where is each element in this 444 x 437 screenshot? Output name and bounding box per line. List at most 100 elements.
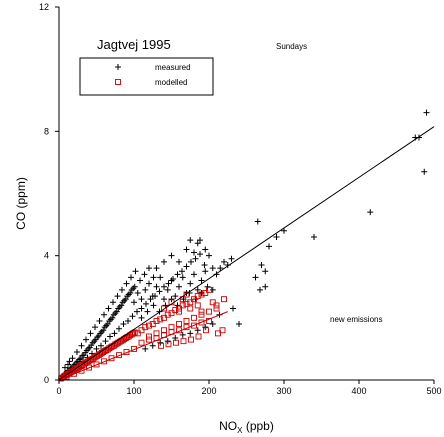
measured-point <box>96 317 103 324</box>
measured-point <box>209 321 216 328</box>
measured-point <box>176 258 182 265</box>
measured-point <box>149 342 156 349</box>
measured-point <box>134 308 140 315</box>
measured-point <box>273 234 280 241</box>
measured-point <box>192 255 199 262</box>
x-tick-label: 0 <box>56 386 61 396</box>
measured-point <box>179 331 186 338</box>
measured-point <box>153 265 160 272</box>
measured-point <box>311 234 317 241</box>
measured-point <box>114 293 121 300</box>
modelled-point <box>206 286 212 293</box>
measured-point <box>142 345 149 352</box>
modelled-point <box>165 341 172 348</box>
y-tick-label: 4 <box>44 251 49 261</box>
measured-point <box>164 286 171 293</box>
modelled-point <box>173 339 179 346</box>
x-axis-label-subscript: X <box>237 426 243 435</box>
measured-point <box>187 330 194 337</box>
measured-point <box>165 280 172 287</box>
modelled-point <box>209 299 216 306</box>
modelled-point <box>146 322 152 329</box>
measured-point <box>144 308 151 315</box>
modelled-point <box>215 330 221 337</box>
measured-point <box>150 274 157 281</box>
measured-point <box>120 321 127 328</box>
measured-point <box>149 293 156 300</box>
x-tick-label: 300 <box>276 386 291 396</box>
chart-subtitle: Sundays <box>276 42 307 51</box>
chart-annotation: new emissions <box>330 315 382 324</box>
measured-point <box>100 327 107 334</box>
measured-point <box>257 286 263 293</box>
y-axis-label: CO (ppm) <box>14 177 28 230</box>
legend-label-modelled: modelled <box>155 78 187 87</box>
modelled-point <box>179 302 186 309</box>
measured-point <box>98 342 104 349</box>
measured-point <box>78 342 85 349</box>
measured-point <box>141 271 148 278</box>
measured-point <box>188 258 194 265</box>
measured-point <box>83 336 89 343</box>
measured-point <box>161 296 167 303</box>
modelled-point <box>183 300 190 307</box>
measured-point <box>179 274 186 281</box>
modelled-point <box>168 310 175 317</box>
measured-point <box>258 261 265 268</box>
measured-point <box>105 305 112 312</box>
measured-point <box>146 265 152 272</box>
modelled-point <box>188 336 194 343</box>
measured-point <box>168 296 175 303</box>
modelled-point <box>213 302 220 309</box>
measured-point <box>147 296 154 303</box>
modelled-point <box>187 305 194 312</box>
modelled-point <box>206 308 212 315</box>
modelled-point <box>203 327 209 334</box>
x-tick-label: 400 <box>351 386 366 396</box>
measured-point <box>161 283 167 290</box>
x-axis-ticks: 0 100 200 300 400 500 <box>56 380 442 396</box>
modelled-point <box>191 314 197 321</box>
measured-point <box>138 305 145 312</box>
measured-point <box>416 134 422 141</box>
x-tick-label: 500 <box>426 386 441 396</box>
measured-point <box>217 265 224 272</box>
modelled-point <box>153 317 160 324</box>
measured-point <box>146 280 152 287</box>
legend-label-measured: measured <box>155 63 191 72</box>
measured-point <box>168 277 175 284</box>
measured-point <box>131 299 137 306</box>
measured-point <box>236 321 242 328</box>
measured-point <box>191 271 197 278</box>
measured-point <box>221 258 227 265</box>
measured-point <box>176 283 182 290</box>
measured-point <box>157 274 164 281</box>
fit-line-0 <box>58 126 435 381</box>
measured-point <box>194 327 201 334</box>
x-tick-label: 200 <box>201 386 216 396</box>
measured-point <box>254 218 261 225</box>
measured-point <box>187 237 194 244</box>
modelled-point <box>86 364 92 371</box>
chart-title: Jagtvej 1995 <box>97 37 171 52</box>
measured-point <box>101 311 107 318</box>
modelled-point <box>164 311 171 318</box>
measured-point <box>162 302 169 309</box>
legend-box <box>79 57 214 96</box>
measured-point <box>164 338 171 345</box>
modelled-point <box>194 302 201 309</box>
measured-point <box>156 288 163 295</box>
measured-point <box>110 299 116 306</box>
y-axis-ticks: 0 4 8 12 <box>39 2 59 385</box>
y-tick-label: 0 <box>44 375 49 385</box>
measured-point <box>187 280 194 287</box>
modelled-point <box>157 316 164 323</box>
modelled-point <box>187 299 194 306</box>
legend: measured modelled <box>79 57 214 96</box>
modelled-point <box>206 317 212 324</box>
measured-point <box>172 293 179 300</box>
measured-point <box>93 345 100 352</box>
measured-point <box>128 274 134 281</box>
measured-point <box>102 338 109 345</box>
measured-point <box>118 302 125 309</box>
